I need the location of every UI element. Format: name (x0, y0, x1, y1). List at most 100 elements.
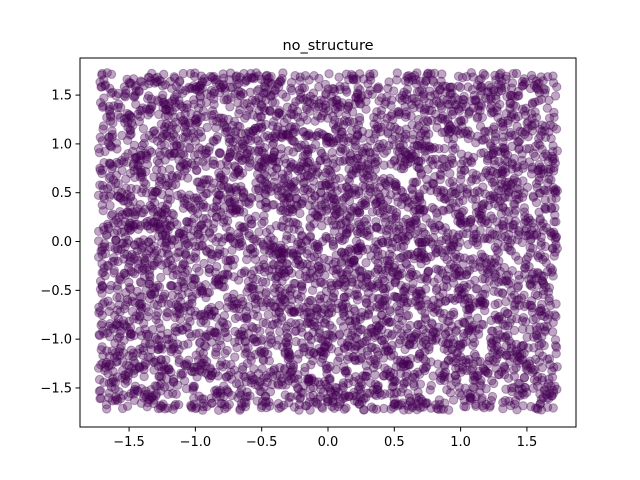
scatter-point (187, 291, 197, 302)
scatter-point (514, 358, 525, 368)
scatter-point (294, 307, 304, 317)
scatter-point (328, 241, 339, 251)
scatter-point (188, 385, 198, 395)
scatter-point (550, 91, 561, 101)
scatter-point (122, 401, 133, 411)
scatter-point (250, 123, 260, 134)
scatter-point (134, 315, 144, 325)
scatter-point (166, 221, 176, 231)
scatter-point (496, 85, 507, 96)
scatter-point (504, 350, 514, 361)
scatter-point (269, 319, 279, 329)
scatter-point (368, 69, 379, 79)
scatter-point (479, 403, 489, 413)
scatter-point (405, 339, 415, 349)
scatter-point (338, 274, 349, 284)
scatter-point (95, 132, 106, 143)
scatter-point (173, 248, 183, 258)
scatter-point (376, 335, 387, 345)
scatter-point (432, 403, 442, 414)
scatter-point (251, 184, 261, 195)
scatter-point (156, 378, 166, 389)
scatter-point (217, 316, 227, 327)
scatter-point (380, 178, 390, 188)
scatter-point (105, 83, 115, 94)
scatter-point (266, 78, 276, 88)
scatter-point (404, 340, 415, 350)
scatter-point (202, 122, 212, 133)
scatter-point (456, 165, 466, 175)
scatter-point (257, 122, 267, 132)
scatter-point (543, 394, 554, 404)
scatter-point (196, 184, 206, 194)
scatter-point (352, 124, 362, 134)
scatter-point (359, 217, 370, 227)
scatter-point (218, 79, 229, 90)
scatter-point (259, 148, 269, 159)
scatter-point (175, 314, 186, 324)
scatter-point (145, 146, 155, 156)
scatter-point (294, 164, 304, 174)
scatter-point (314, 73, 324, 84)
scatter-point (455, 82, 466, 93)
scatter-point (365, 165, 375, 176)
scatter-point (211, 350, 221, 360)
scatter-point (445, 259, 456, 270)
scatter-point (163, 403, 173, 413)
scatter-point (163, 258, 173, 268)
scatter-point (339, 234, 350, 245)
scatter-point (222, 269, 233, 280)
scatter-point (433, 273, 444, 284)
scatter-point (107, 126, 117, 136)
scatter-point (122, 249, 132, 260)
scatter-point (348, 165, 358, 176)
scatter-point (207, 398, 217, 408)
scatter-point (252, 396, 262, 406)
scatter-point (389, 122, 400, 132)
scatter-point (520, 269, 530, 280)
scatter-point (237, 365, 248, 375)
scatter-point (425, 385, 435, 395)
scatter-point (130, 358, 140, 368)
scatter-point (218, 175, 229, 185)
scatter-point (346, 169, 357, 179)
scatter-point (413, 114, 424, 125)
scatter-point (131, 86, 141, 96)
scatter-point (176, 370, 187, 380)
scatter-point (114, 212, 124, 222)
scatter-point (136, 245, 147, 255)
scatter-point (180, 361, 191, 371)
scatter-point (506, 314, 517, 324)
scatter-point (504, 396, 514, 406)
scatter-point (114, 347, 124, 357)
scatter-point (356, 224, 366, 234)
scatter-point (380, 389, 390, 399)
scatter-point (129, 269, 140, 279)
scatter-point (291, 336, 301, 347)
scatter-point (98, 326, 108, 336)
scatter-point (276, 240, 286, 251)
scatter-point (469, 383, 479, 393)
scatter-point (414, 293, 424, 304)
scatter-point (533, 251, 543, 261)
scatter-point (197, 240, 207, 251)
scatter-point (279, 250, 289, 261)
scatter-point (459, 288, 469, 298)
scatter-point (528, 243, 538, 253)
scatter-point (146, 202, 157, 212)
scatter-point (356, 345, 366, 355)
scatter-point (437, 205, 448, 215)
scatter-point (462, 266, 472, 277)
scatter-point (403, 231, 414, 241)
scatter-point (400, 355, 411, 365)
scatter-point (391, 185, 402, 196)
scatter-point (305, 274, 315, 284)
scatter-point (409, 141, 419, 151)
scatter-point (521, 215, 531, 226)
scatter-point (193, 229, 203, 240)
scatter-point (272, 125, 282, 135)
scatter-point (403, 250, 413, 260)
scatter-point (499, 369, 510, 380)
scatter-point (543, 178, 553, 188)
scatter-point (269, 85, 280, 96)
